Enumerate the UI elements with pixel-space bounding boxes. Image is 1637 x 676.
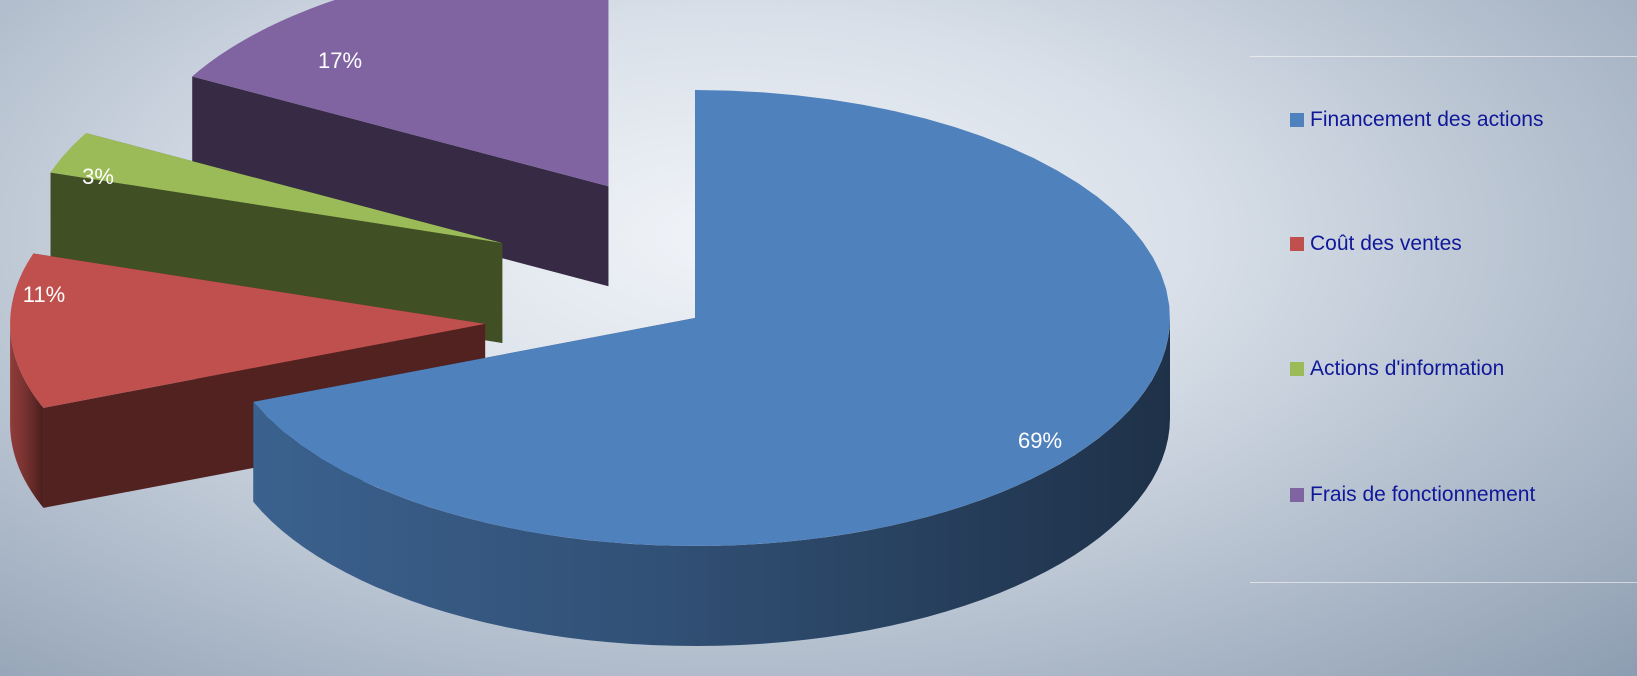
pie-slice-wall-financement (253, 318, 1171, 646)
legend-swatch-financement (1290, 113, 1304, 127)
data-label-frais-fonctionnement: 17% (318, 48, 362, 73)
legend-item-cout-ventes: Coût des ventes (1290, 232, 1462, 256)
legend-label-cout-ventes: Coût des ventes (1310, 232, 1462, 255)
legend-bottom-divider (1250, 582, 1637, 583)
legend-label-frais-fonctionnement: Frais de fonctionnement (1310, 483, 1536, 506)
legend-swatch-frais-fonctionnement (1290, 488, 1304, 502)
data-label-cout-ventes: 11% (23, 282, 65, 307)
pie-slice-side-frais-fonctionnement (192, 76, 609, 287)
pie-slice-actions-information (50, 133, 503, 343)
data-label-actions-information: 3% (82, 164, 114, 189)
pie-slice-financement (253, 90, 1171, 646)
legend-swatch-actions-information (1290, 362, 1304, 376)
legend-label-financement: Financement des actions (1310, 108, 1544, 131)
pie-slice-frais-fonctionnement (192, 0, 609, 287)
pie-slice-top-cout-ventes (10, 253, 486, 408)
legend-item-actions-information: Actions d'information (1290, 357, 1504, 381)
legend-swatch-cout-ventes (1290, 237, 1304, 251)
chart-legend: Financement des actions Coût des ventes … (1250, 56, 1637, 583)
legend-label-actions-information: Actions d'information (1310, 357, 1505, 380)
pie-slice-wall-cout-ventes (10, 323, 44, 508)
data-label-financement: 69% (1018, 428, 1062, 453)
legend-top-divider (1250, 56, 1637, 57)
pie-slice-top-frais-fonctionnement (192, 0, 609, 187)
pie-slice-top-financement (253, 90, 1170, 546)
pie-slice-top-actions-information (50, 133, 503, 243)
legend-item-frais-fonctionnement: Frais de fonctionnement (1290, 483, 1535, 507)
legend-item-financement: Financement des actions (1290, 108, 1543, 132)
